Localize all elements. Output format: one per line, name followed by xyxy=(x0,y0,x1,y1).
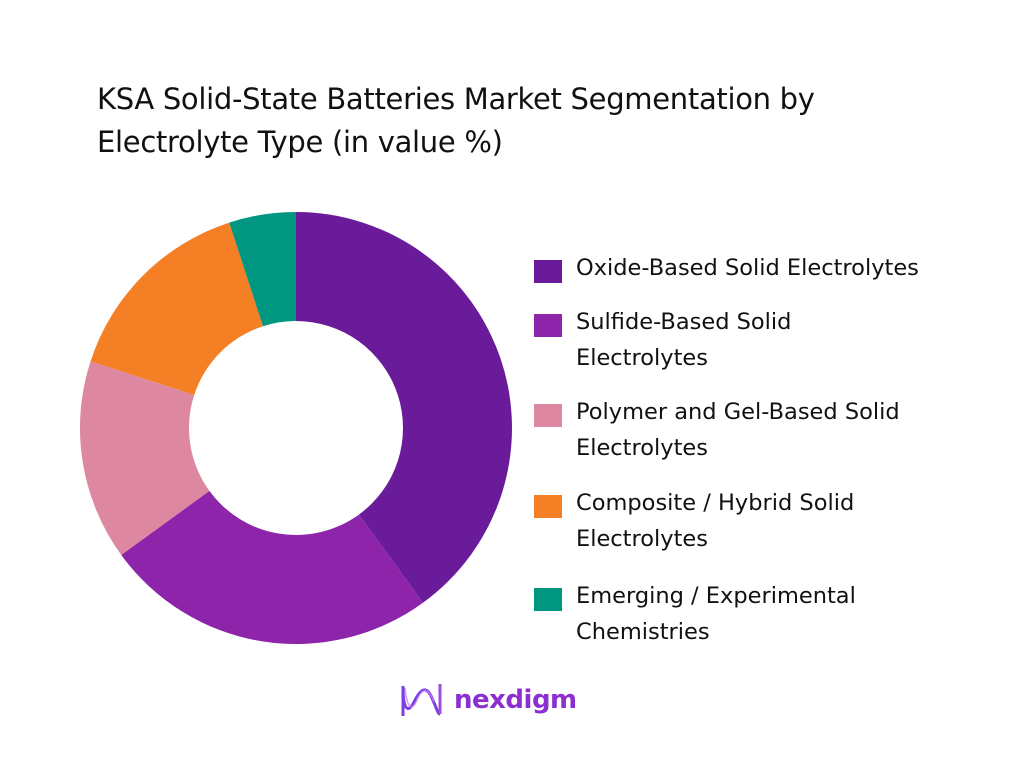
legend-item-polymer: Polymer and Gel-Based Solid Electrolytes xyxy=(534,394,986,466)
legend-swatch-polymer xyxy=(534,404,562,427)
legend-label: Polymer and Gel-Based Solid Electrolytes xyxy=(576,399,900,461)
brand-name: nexdigm xyxy=(454,685,577,715)
slice-oxide xyxy=(296,212,512,603)
legend-swatch-emerging xyxy=(534,588,562,611)
legend-swatch-composite xyxy=(534,495,562,518)
legend-label: Emerging / Experimental Chemistries xyxy=(576,583,856,645)
wave-logo-icon xyxy=(401,684,442,716)
chart-title: KSA Solid-State Batteries Market Segment… xyxy=(97,82,815,159)
slice-composite xyxy=(90,222,263,395)
legend-label: Oxide-Based Solid Electrolytes xyxy=(576,255,919,281)
slice-emerging xyxy=(229,212,296,327)
legend-item-composite: Composite / Hybrid Solid Electrolytes xyxy=(534,485,936,557)
slice-sulfide xyxy=(121,490,423,644)
legend-item-oxide: Oxide-Based Solid Electrolytes xyxy=(534,250,1006,286)
legend-item-sulfide: Sulfide-Based Solid Electrolytes xyxy=(534,304,866,376)
slice-polymer xyxy=(80,361,210,555)
donut-slices xyxy=(80,212,512,644)
legend-label: Sulfide-Based Solid Electrolytes xyxy=(576,309,792,371)
brand-logo: nexdigm xyxy=(400,680,577,720)
legend-item-emerging: Emerging / Experimental Chemistries xyxy=(534,578,936,650)
legend-swatch-oxide xyxy=(534,260,562,283)
legend-label: Composite / Hybrid Solid Electrolytes xyxy=(576,490,855,552)
legend-swatch-sulfide xyxy=(534,314,562,337)
